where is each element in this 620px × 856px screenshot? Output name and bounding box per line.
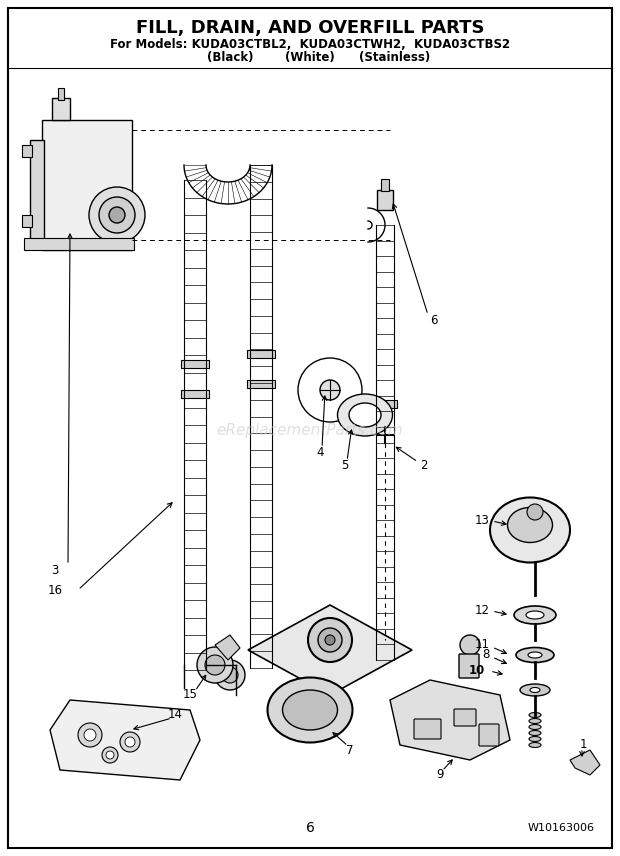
Ellipse shape [529, 736, 541, 741]
Ellipse shape [337, 394, 392, 436]
Ellipse shape [283, 690, 337, 730]
Text: FILL, DRAIN, AND OVERFILL PARTS: FILL, DRAIN, AND OVERFILL PARTS [136, 19, 484, 37]
Circle shape [308, 618, 352, 662]
Text: 2: 2 [420, 459, 428, 472]
Circle shape [205, 655, 225, 675]
Text: 3: 3 [51, 563, 59, 576]
Text: (White): (White) [285, 51, 335, 63]
Ellipse shape [516, 647, 554, 663]
Bar [42, 120, 132, 250]
FancyBboxPatch shape [459, 654, 479, 678]
Text: 6: 6 [306, 821, 314, 835]
Ellipse shape [490, 497, 570, 562]
Polygon shape [215, 635, 240, 660]
Text: 16: 16 [48, 584, 63, 597]
Text: 15: 15 [182, 688, 197, 702]
Text: 11: 11 [475, 639, 490, 651]
Text: 6: 6 [430, 313, 438, 326]
FancyBboxPatch shape [454, 709, 476, 726]
Text: 5: 5 [342, 459, 348, 472]
Ellipse shape [526, 611, 544, 619]
Text: 7: 7 [346, 744, 354, 757]
Text: 4: 4 [316, 445, 324, 459]
Text: 12: 12 [475, 603, 490, 616]
Text: (Stainless): (Stainless) [360, 51, 431, 63]
Bar [24, 238, 134, 250]
Bar [373, 400, 397, 408]
Bar [377, 190, 393, 210]
Circle shape [298, 358, 362, 422]
Circle shape [460, 635, 480, 655]
Ellipse shape [508, 508, 552, 543]
Bar [381, 179, 389, 191]
Circle shape [78, 723, 102, 747]
Circle shape [99, 197, 135, 233]
Circle shape [222, 667, 238, 683]
Ellipse shape [529, 712, 541, 717]
Circle shape [320, 380, 340, 400]
Circle shape [102, 747, 118, 763]
Text: 10: 10 [469, 663, 485, 676]
Bar [247, 350, 275, 358]
Text: For Models: KUDA03CTBL2,  KUDA03CTWH2,  KUDA03CTBS2: For Models: KUDA03CTBL2, KUDA03CTWH2, KU… [110, 38, 510, 51]
Ellipse shape [529, 724, 541, 729]
Bar [181, 360, 209, 368]
Text: 13: 13 [475, 514, 490, 526]
Circle shape [109, 207, 125, 223]
Text: 9: 9 [436, 769, 444, 782]
Circle shape [89, 187, 145, 243]
Bar [181, 390, 209, 398]
Circle shape [527, 504, 543, 520]
Bar [58, 88, 64, 100]
Text: 8: 8 [482, 649, 490, 662]
FancyBboxPatch shape [479, 724, 499, 746]
Text: 1: 1 [580, 739, 588, 752]
Circle shape [125, 737, 135, 747]
Bar [52, 98, 70, 120]
Circle shape [325, 635, 335, 645]
Ellipse shape [267, 677, 353, 742]
Bar [22, 145, 32, 157]
Ellipse shape [514, 606, 556, 624]
Circle shape [197, 647, 233, 683]
Ellipse shape [530, 687, 540, 693]
Ellipse shape [529, 718, 541, 723]
Ellipse shape [349, 403, 381, 427]
Bar [30, 140, 44, 240]
Circle shape [84, 729, 96, 741]
Ellipse shape [520, 684, 550, 696]
Text: eReplacementParts.com: eReplacementParts.com [216, 423, 404, 437]
Ellipse shape [529, 730, 541, 735]
Bar [22, 215, 32, 227]
Polygon shape [50, 700, 200, 780]
Text: (Black): (Black) [206, 51, 253, 63]
Circle shape [215, 660, 245, 690]
Text: 14: 14 [167, 709, 182, 722]
Polygon shape [248, 605, 412, 695]
Bar [247, 380, 275, 388]
Circle shape [318, 628, 342, 652]
Ellipse shape [529, 742, 541, 747]
Polygon shape [570, 750, 600, 775]
FancyBboxPatch shape [414, 719, 441, 739]
Polygon shape [390, 680, 510, 760]
Text: W10163006: W10163006 [528, 823, 595, 833]
Circle shape [106, 751, 114, 759]
Ellipse shape [528, 652, 542, 658]
Circle shape [120, 732, 140, 752]
